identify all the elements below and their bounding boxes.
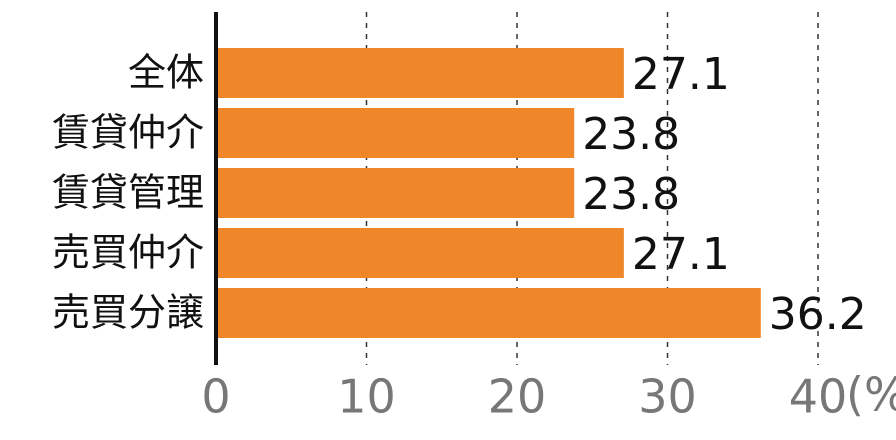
- category-label: 賃貸仲介: [52, 111, 204, 155]
- value-label: 36.2: [769, 289, 867, 340]
- category-label: 全体: [128, 51, 204, 95]
- x-tick-label: 30: [638, 370, 697, 424]
- x-tick-label: 0: [201, 370, 230, 424]
- value-label: 27.1: [632, 229, 730, 280]
- x-tick-label: 10: [337, 370, 396, 424]
- category-label: 賃貸管理: [52, 171, 204, 215]
- x-axis-unit: (%): [846, 368, 896, 422]
- x-tick-label: 40: [789, 370, 848, 424]
- value-label: 23.8: [582, 109, 680, 160]
- category-label: 売買仲介: [52, 231, 204, 275]
- bar: [216, 228, 624, 278]
- x-tick-label: 20: [488, 370, 547, 424]
- category-label: 売買分譲: [52, 291, 204, 335]
- bar: [216, 48, 624, 98]
- value-label: 23.8: [582, 169, 680, 220]
- bar: [216, 108, 575, 158]
- value-label: 27.1: [632, 49, 730, 100]
- bar: [216, 168, 575, 218]
- bar: [216, 288, 761, 338]
